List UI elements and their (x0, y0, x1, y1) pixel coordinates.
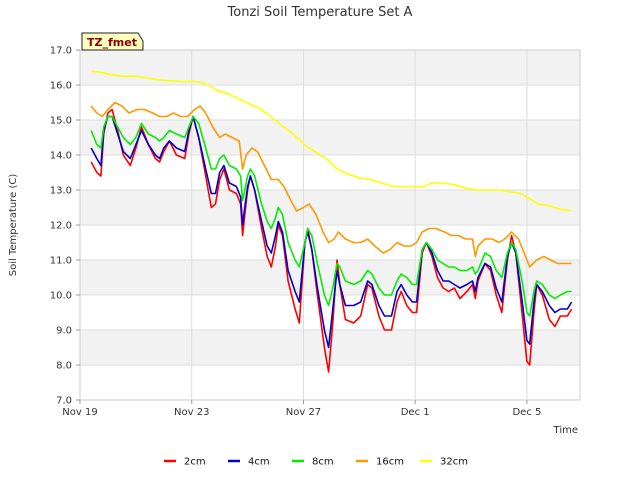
legend-label-8cm: 8cm (312, 457, 334, 468)
x-tick-label: Nov 27 (286, 407, 321, 418)
x-tick-label: Dec 1 (401, 407, 430, 418)
x-tick-label: Dec 5 (512, 407, 541, 418)
y-tick-label: 9.0 (56, 326, 72, 337)
plot-band (80, 190, 580, 225)
x-tick-label: Nov 23 (174, 407, 209, 418)
legend-label-2cm: 2cm (184, 457, 206, 468)
site-label-box: TZ_fmet (81, 32, 144, 51)
y-tick-label: 8.0 (56, 361, 72, 372)
y-tick-label: 17.0 (50, 46, 72, 57)
y-tick-label: 10.0 (50, 291, 72, 302)
series-line-2cm (90, 108, 573, 373)
x-axis-title: Time (553, 425, 578, 436)
series-line-32cm (91, 70, 572, 212)
x-axis-ticks: Nov 19 Nov 23 Nov 27 Dec 1 Dec 5 (62, 400, 541, 418)
series-line-16cm (90, 101, 572, 268)
chart-title: Tonzi Soil Temperature Set A (227, 5, 413, 20)
legend-label-32cm: 32cm (440, 457, 468, 468)
series-line-8cm (90, 115, 572, 317)
site-label: TZ_fmet (87, 36, 137, 49)
y-axis-title: Soil Temperature (C) (8, 174, 19, 277)
y-tick-label: 11.0 (50, 256, 72, 267)
plot-band (80, 50, 580, 85)
y-tick-label: 14.0 (50, 151, 72, 162)
y-axis-ticks: 7.0 8.0 9.0 10.0 11.0 12.0 13.0 14.0 15.0 16.0 17.… (50, 46, 80, 407)
legend-label-16cm: 16cm (376, 457, 404, 468)
series-line-4cm (90, 115, 573, 349)
site-label-frame (81, 32, 144, 51)
legend: 2cm 4cm 8cm 16cm 32cm (164, 457, 468, 468)
legend-label-4cm: 4cm (248, 457, 270, 468)
x-tick-label: Nov 19 (62, 407, 97, 418)
series-lines (90, 70, 573, 373)
y-tick-label: 13.0 (50, 186, 72, 197)
y-tick-label: 16.0 (50, 81, 72, 92)
y-tick-label: 12.0 (50, 221, 72, 232)
y-tick-label: 7.0 (56, 396, 72, 407)
y-tick-label: 15.0 (50, 116, 72, 127)
